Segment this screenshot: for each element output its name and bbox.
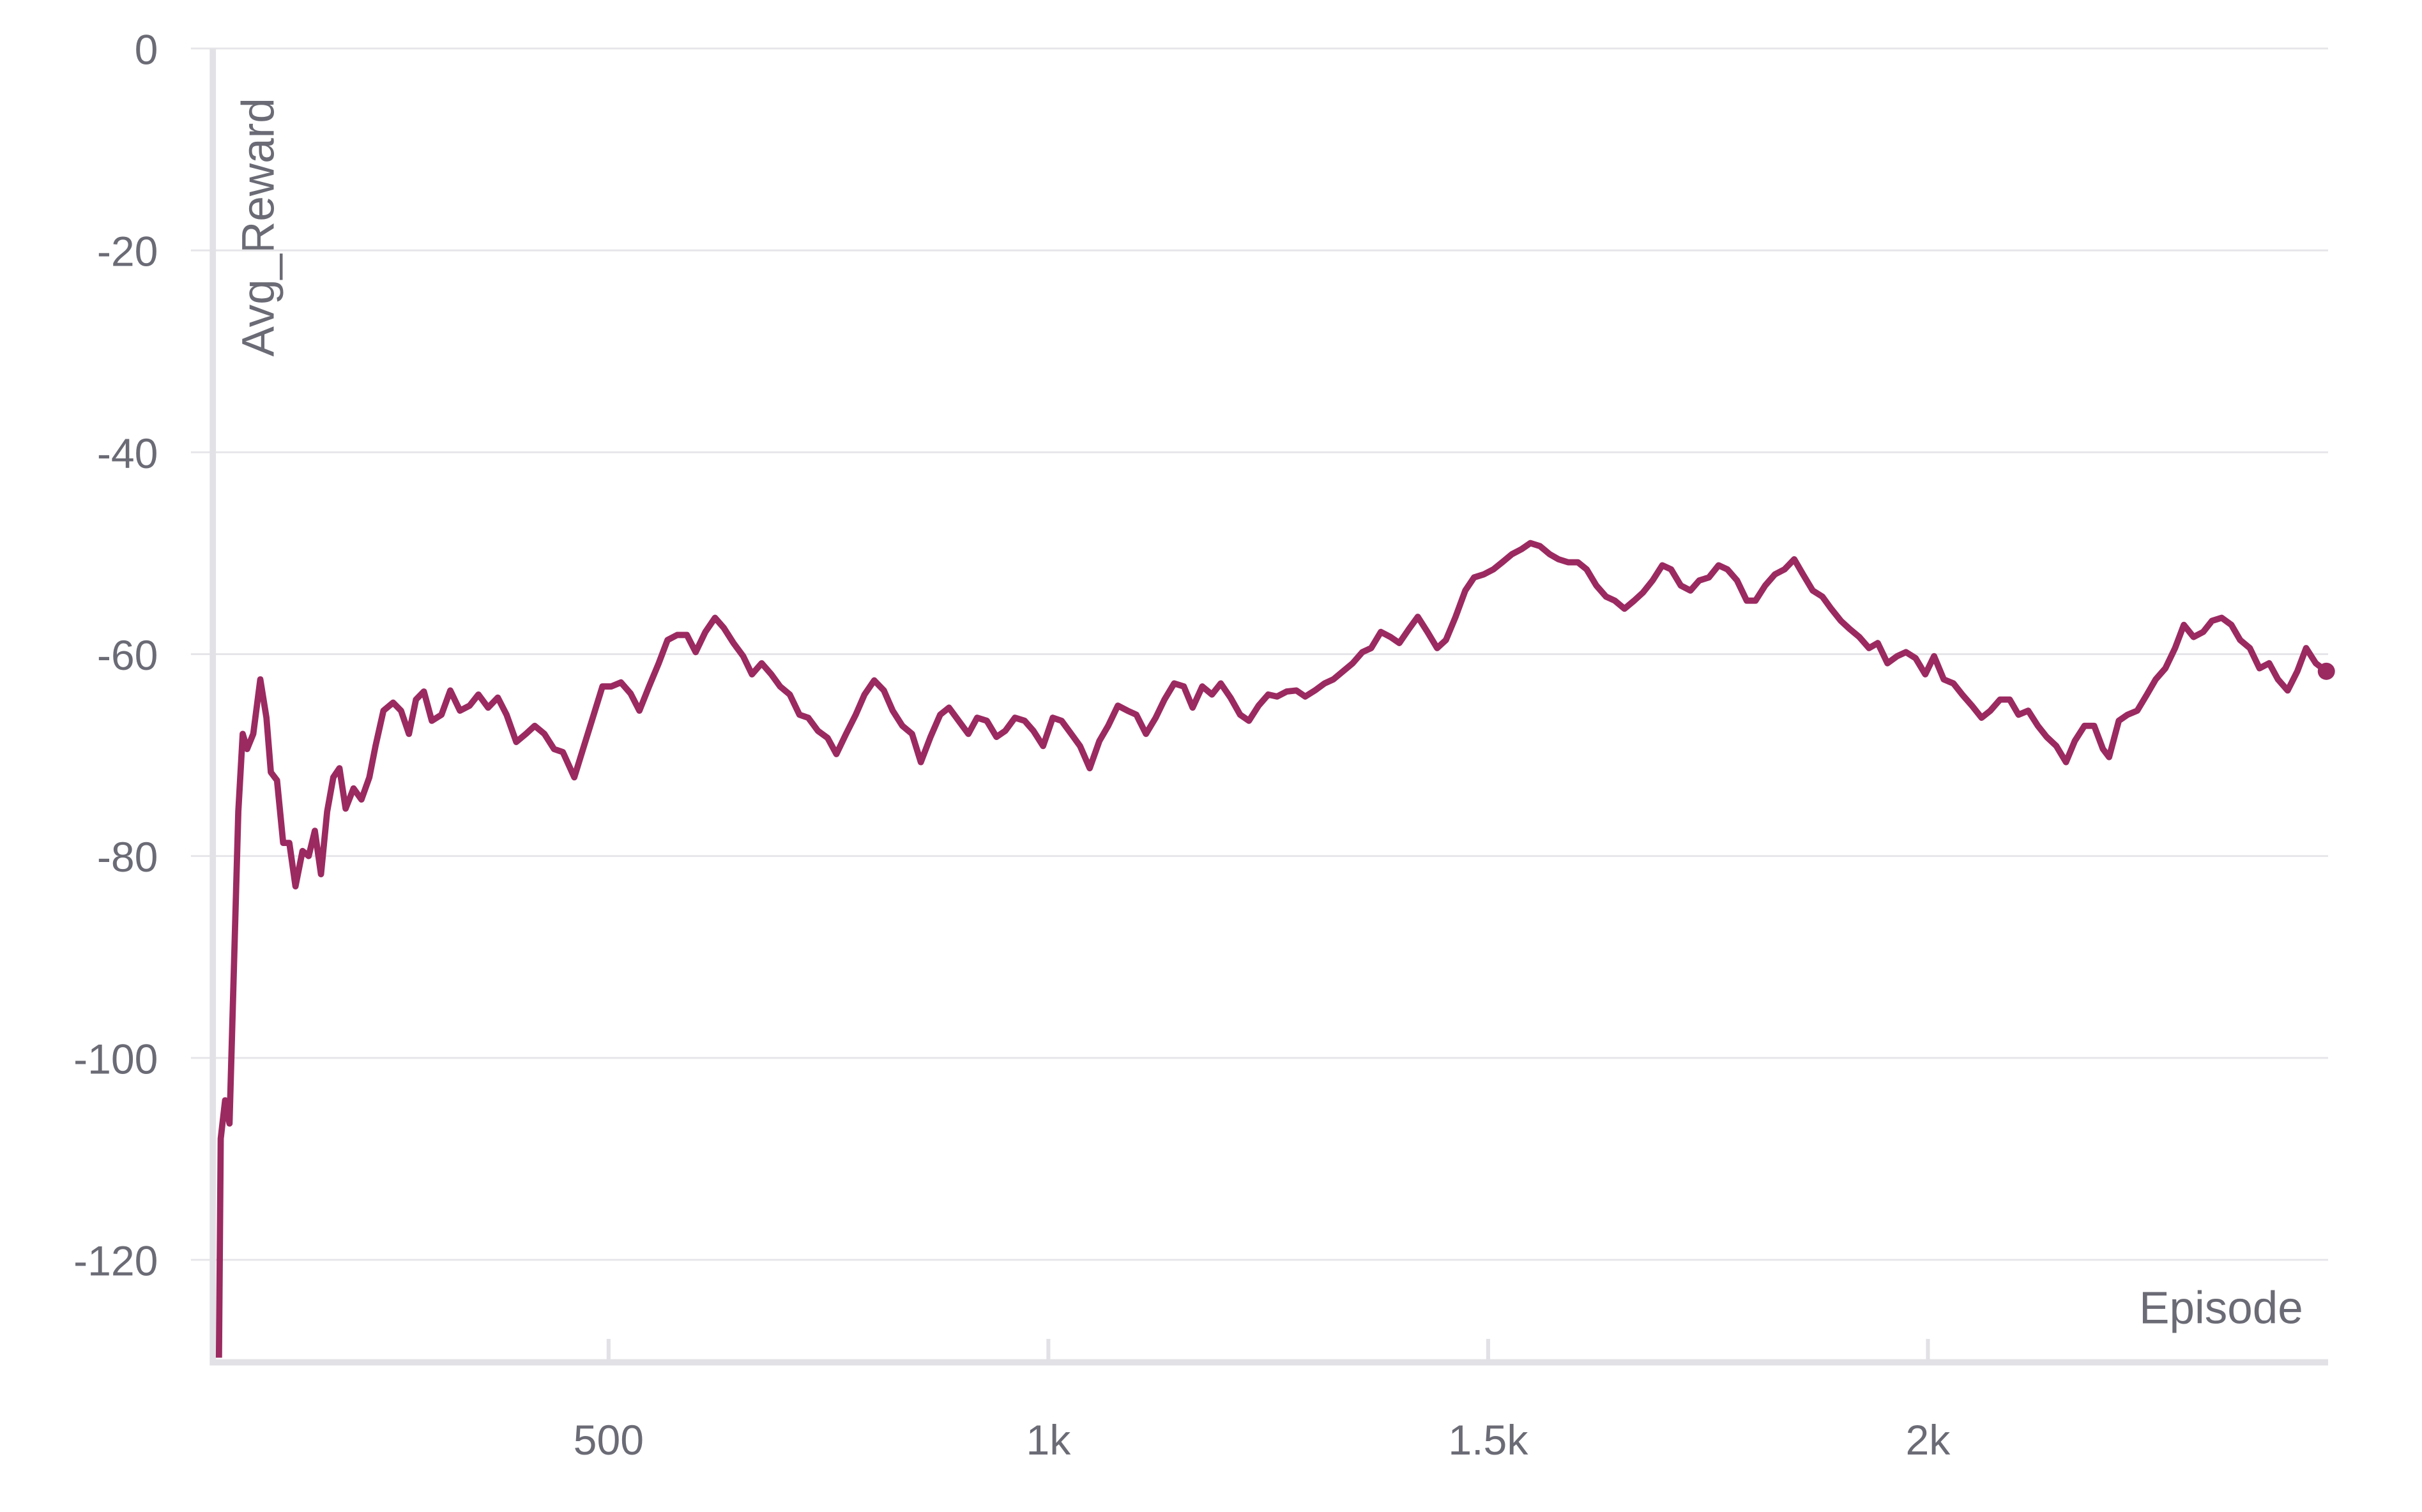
- x-axis-label: Episode: [2139, 1283, 2303, 1333]
- y-tick-label: -20: [97, 229, 158, 276]
- data-line: [215, 540, 2329, 1358]
- y-tick-label: 0: [135, 26, 158, 73]
- x-tick-label: 1.5k: [1448, 1417, 1528, 1464]
- y-tick-label: -80: [97, 834, 158, 881]
- y-tick-label: -100: [73, 1036, 158, 1083]
- end-point: [2317, 662, 2335, 680]
- y-tick-label: -40: [97, 430, 158, 478]
- x-tick-label: 1k: [1026, 1417, 1071, 1464]
- x-tick-label: 2k: [1906, 1417, 1951, 1464]
- y-tick-label: -120: [73, 1238, 158, 1285]
- y-tick-label: -60: [97, 632, 158, 679]
- y-axis-label: Avg_Reward: [234, 98, 284, 356]
- x-tick-label: 500: [574, 1417, 644, 1464]
